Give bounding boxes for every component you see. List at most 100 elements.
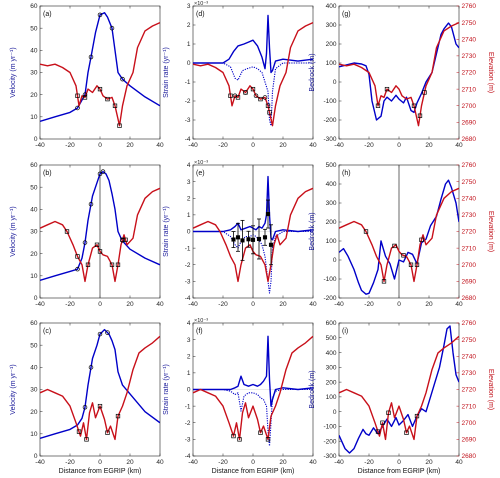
x-tick-label-a: -20: [65, 142, 75, 149]
y-tick-label-e: -2: [185, 262, 191, 269]
x-tick-label-b: 0: [98, 301, 102, 308]
y-tick-label-i: 100: [326, 394, 337, 401]
y2-tick-label-g: 2760: [462, 3, 477, 10]
circle-marker-b: [100, 169, 106, 174]
square-marker-f: [265, 437, 271, 442]
y-tick-label-a: 60: [30, 3, 38, 10]
y-tick-label-e: -4: [185, 295, 191, 302]
error-bar-marker-e: [262, 235, 268, 240]
y-tick-label-e: -3: [185, 279, 191, 286]
square-marker-d: [258, 96, 263, 102]
circle-marker-b: [88, 201, 94, 207]
square-marker-h: [408, 262, 414, 267]
error-bar-marker-e: [265, 211, 271, 217]
y2-tick-label-i: 2680: [462, 453, 477, 460]
y-axis-label-i: Bedrock (m): [309, 370, 316, 408]
square-marker-c: [97, 403, 103, 409]
y-tick-label-g: -200: [323, 117, 336, 124]
y2-tick-label-g: 2700: [462, 103, 477, 110]
square-marker-h: [381, 279, 387, 284]
y2-tick-label-g: 2730: [462, 53, 477, 60]
circle-marker-c: [105, 330, 110, 335]
x-tick-label-h: -20: [364, 301, 374, 308]
square-marker-b: [97, 249, 103, 254]
x-tick-label-b: 40: [156, 301, 164, 308]
y-tick-label-c: 60: [30, 320, 38, 327]
series-group-f: [193, 335, 313, 447]
y-axis-label-e: Strain rate (yr⁻¹): [163, 206, 170, 257]
y-tick-label-f: 0: [187, 387, 191, 394]
y-tick-label-h: 200: [326, 219, 337, 226]
y-tick-label-b: 0: [34, 295, 38, 302]
x-tick-label-a: 20: [126, 142, 134, 149]
square-marker-h: [392, 243, 397, 249]
y-tick-label-d: -2: [185, 98, 191, 105]
y-tick-label-c: 30: [30, 387, 38, 394]
x-tick-label-i: -40: [334, 459, 344, 466]
y-tick-label-f: 3: [187, 337, 191, 344]
y-tick-label-e: 2: [187, 195, 191, 202]
circle-marker-a: [120, 76, 125, 82]
y-tick-label-f: -2: [185, 420, 191, 427]
y-tick-label-a: 50: [30, 25, 38, 32]
square-marker-a: [105, 96, 110, 102]
y-tick-label-a: 10: [30, 114, 38, 121]
square-marker-h: [363, 229, 369, 234]
x-tick-label-b: -20: [65, 301, 75, 308]
y2-axis-label-i: Elevation (m): [487, 369, 494, 410]
y-tick-label-i: -300: [323, 453, 336, 460]
square-marker-i: [380, 420, 385, 425]
y-exponent-f: ×10⁻³: [194, 318, 208, 324]
x-tick-label-b: 20: [126, 301, 134, 308]
circle-marker-b: [75, 266, 80, 272]
y2-tick-label-i: 2720: [462, 387, 477, 394]
y-tick-label-c: 10: [30, 431, 38, 438]
circle-marker-c: [82, 404, 88, 410]
y-tick-label-g: 100: [326, 60, 337, 67]
y-tick-label-f: 2: [187, 353, 191, 360]
x-tick-label-i: 20: [425, 459, 433, 466]
plot-frame-g: [338, 5, 460, 140]
x-tick-label-c: -40: [35, 459, 45, 466]
panel-i: -40 -20 0 20 40-300-200-10001002003004005006…: [309, 320, 494, 475]
x-tick-label-e: 40: [309, 301, 317, 308]
circle-marker-d: [262, 95, 268, 100]
y2-tick-label-g: 2740: [462, 36, 477, 43]
y-tick-label-b: 50: [30, 184, 38, 191]
square-marker-i: [404, 430, 409, 435]
y-tick-label-f: 1: [187, 370, 191, 377]
square-marker-b: [115, 262, 121, 267]
error-bar-marker-e: [235, 235, 241, 240]
circle-marker-a: [97, 12, 103, 18]
y-tick-label-e: 4: [187, 162, 191, 169]
square-marker-d: [265, 103, 271, 108]
x-tick-label-f: 0: [251, 459, 255, 466]
error-bar-marker-e: [250, 237, 256, 242]
x-tick-label-d: 0: [251, 142, 255, 149]
x-tick-label-c: -20: [65, 459, 75, 466]
y-tick-label-i: -100: [323, 424, 336, 431]
y-tick-label-i: 600: [326, 320, 337, 327]
y-tick-label-h: 0: [333, 257, 337, 264]
x-tick-label-i: 40: [455, 459, 463, 466]
error-bar-marker-e: [268, 242, 274, 247]
square-marker-i: [375, 429, 381, 434]
x-tick-label-e: -40: [188, 301, 198, 308]
square-marker-a: [97, 86, 103, 92]
square-marker-a: [117, 123, 122, 128]
y-tick-label-g: -300: [323, 136, 336, 143]
y2-axis-label-h: Elevation (m): [487, 211, 494, 252]
plot-frame-a: [39, 5, 161, 140]
y-tick-label-c: 40: [30, 365, 38, 372]
x-tick-label-e: 0: [251, 301, 255, 308]
y2-tick-label-h: 2710: [462, 245, 477, 252]
x-tick-label-g: -20: [364, 142, 374, 149]
y-tick-label-g: 400: [326, 3, 337, 10]
y2-tick-label-g: 2720: [462, 70, 477, 77]
y-tick-label-b: 40: [30, 207, 38, 214]
y2-tick-label-i: 2690: [462, 437, 477, 444]
circle-marker-d: [253, 93, 259, 99]
panel-label-b: (b): [43, 170, 52, 177]
y-tick-label-d: 2: [187, 22, 191, 29]
panel-label-h: (h): [342, 170, 351, 177]
